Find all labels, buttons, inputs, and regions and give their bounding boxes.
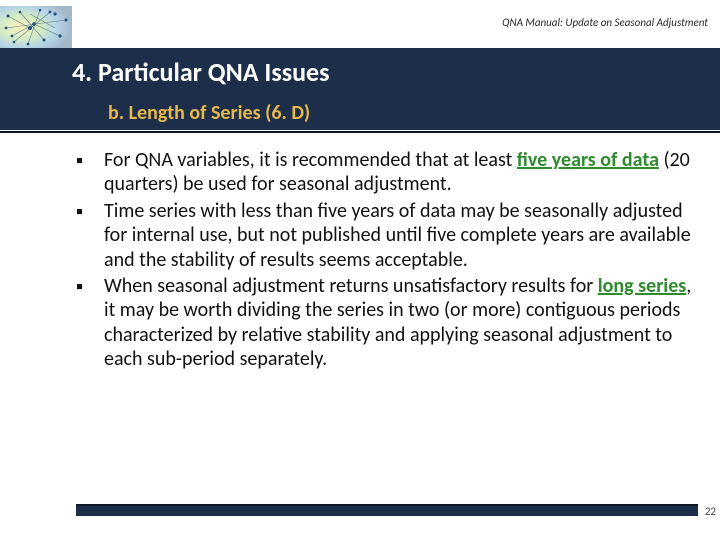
emphasis-green: long series	[598, 274, 687, 298]
emphasis-green: five years of data	[517, 148, 659, 172]
network-logo	[0, 6, 72, 48]
bullet-list: For QNA variables, it is recommended tha…	[76, 148, 692, 372]
footer-bar	[76, 506, 698, 516]
bullet-text: For QNA variables, it is recommended tha…	[104, 148, 517, 172]
subtitle-band: b. Length of Series (6. D)	[0, 96, 720, 130]
page-number: 22	[705, 505, 716, 518]
title-band: 4. Particular QNA Issues	[0, 48, 720, 96]
slide-subtitle: b. Length of Series (6. D)	[108, 101, 310, 125]
header-right-text: QNA Manual: Update on Seasonal Adjustmen…	[502, 16, 708, 29]
divider-line	[0, 131, 720, 133]
list-item: When seasonal adjustment returns unsatis…	[76, 274, 692, 372]
bullet-text: When seasonal adjustment returns unsatis…	[104, 274, 598, 298]
slide-title: 4. Particular QNA Issues	[72, 56, 330, 88]
slide: QNA Manual: Update on Seasonal Adjustmen…	[0, 0, 720, 540]
content-area: For QNA variables, it is recommended tha…	[76, 148, 692, 374]
list-item: Time series with less than five years of…	[76, 199, 692, 272]
list-item: For QNA variables, it is recommended tha…	[76, 148, 692, 197]
bullet-text: Time series with less than five years of…	[104, 199, 691, 272]
